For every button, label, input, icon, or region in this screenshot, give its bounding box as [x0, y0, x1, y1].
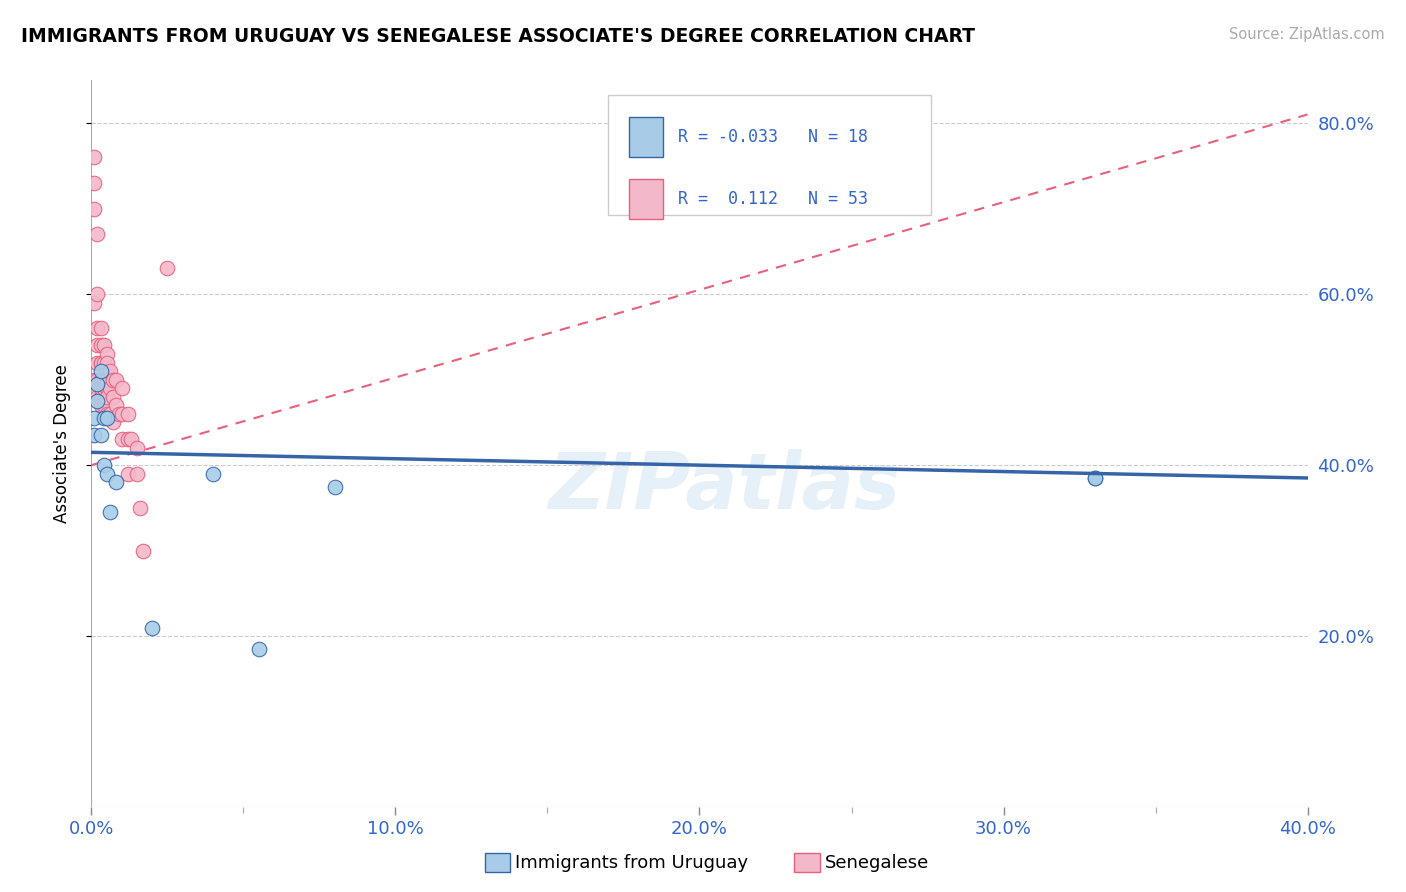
FancyBboxPatch shape	[609, 95, 931, 215]
Point	[107, 407, 129, 421]
Point	[98, 505, 121, 519]
Point	[101, 416, 124, 430]
Point	[93, 398, 115, 412]
Text: R =  0.112   N = 53: R = 0.112 N = 53	[678, 190, 868, 208]
Point	[120, 433, 142, 447]
Point	[89, 338, 111, 352]
Point	[86, 390, 108, 404]
Y-axis label: Associate's Degree: Associate's Degree	[52, 364, 70, 524]
Point	[101, 373, 124, 387]
Point	[89, 428, 111, 442]
Point	[98, 364, 121, 378]
FancyBboxPatch shape	[628, 117, 664, 157]
Point	[111, 433, 134, 447]
Point	[89, 373, 111, 387]
Point	[83, 176, 105, 190]
Point	[86, 373, 108, 387]
Point	[93, 381, 115, 395]
Point	[117, 433, 139, 447]
Point	[129, 500, 152, 515]
Point	[156, 261, 179, 276]
Point	[93, 458, 115, 472]
Point	[89, 321, 111, 335]
Point	[96, 390, 118, 404]
Point	[83, 150, 105, 164]
Point	[141, 621, 163, 635]
Point	[83, 411, 105, 425]
Point	[111, 407, 134, 421]
Point	[323, 479, 346, 493]
Point	[1084, 471, 1107, 485]
Point	[96, 407, 118, 421]
Point	[202, 467, 225, 481]
Text: Source: ZipAtlas.com: Source: ZipAtlas.com	[1229, 27, 1385, 42]
Point	[83, 202, 105, 216]
Text: ZIPatlas: ZIPatlas	[548, 450, 900, 525]
Point	[86, 287, 108, 301]
Point	[104, 475, 127, 490]
Point	[117, 467, 139, 481]
Point	[247, 642, 270, 657]
Point	[83, 295, 105, 310]
FancyBboxPatch shape	[628, 178, 664, 219]
Point	[86, 227, 108, 242]
Point	[117, 407, 139, 421]
Point	[93, 338, 115, 352]
Point	[104, 373, 127, 387]
Point	[104, 398, 127, 412]
Point	[96, 373, 118, 387]
Text: Immigrants from Uruguay: Immigrants from Uruguay	[515, 854, 748, 871]
Point	[86, 376, 108, 391]
Text: Senegalese: Senegalese	[825, 854, 929, 871]
Point	[125, 467, 148, 481]
Point	[96, 381, 118, 395]
Point	[111, 381, 134, 395]
Point	[83, 428, 105, 442]
Point	[89, 364, 111, 378]
Point	[96, 411, 118, 425]
Point	[93, 373, 115, 387]
Point	[96, 467, 118, 481]
Point	[93, 411, 115, 425]
Point	[89, 381, 111, 395]
Point	[96, 355, 118, 369]
Point	[89, 390, 111, 404]
Point	[89, 355, 111, 369]
Point	[86, 355, 108, 369]
Point	[96, 364, 118, 378]
Point	[86, 338, 108, 352]
Point	[86, 321, 108, 335]
Point	[89, 355, 111, 369]
Point	[98, 407, 121, 421]
Point	[132, 543, 155, 558]
Point	[93, 355, 115, 369]
Text: R = -0.033   N = 18: R = -0.033 N = 18	[678, 128, 868, 145]
Point	[83, 373, 105, 387]
Point	[1084, 471, 1107, 485]
Point	[98, 381, 121, 395]
Text: IMMIGRANTS FROM URUGUAY VS SENEGALESE ASSOCIATE'S DEGREE CORRELATION CHART: IMMIGRANTS FROM URUGUAY VS SENEGALESE AS…	[21, 27, 976, 45]
Point	[96, 347, 118, 361]
Point	[125, 441, 148, 455]
Point	[86, 394, 108, 409]
Point	[101, 390, 124, 404]
Point	[89, 398, 111, 412]
